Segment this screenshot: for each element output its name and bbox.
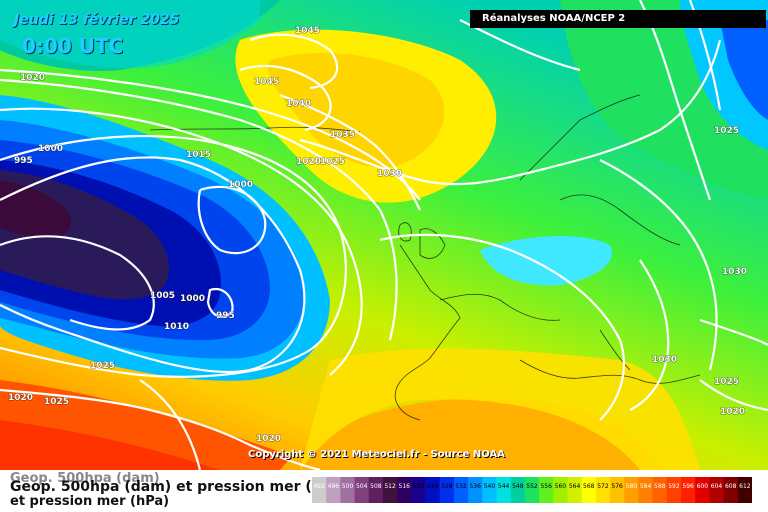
color-scale: 492 496 500 504 508 512 516 520 524 528 532 536 540 5… <box>312 477 752 503</box>
scale-cell <box>595 477 611 503</box>
scale-label: 524 <box>427 483 439 490</box>
scale-label: 540 <box>484 483 496 490</box>
scale-label: 528 <box>441 483 453 490</box>
scale-cell <box>737 477 752 503</box>
scale-cell <box>482 477 498 503</box>
scale-cell <box>312 477 327 503</box>
scale-label: 500 <box>342 483 354 490</box>
scale-label: 564 <box>569 483 581 490</box>
isobar-label: 1010 <box>164 322 189 332</box>
isobar-label: 1025 <box>714 126 739 136</box>
legend-title: Geop. 500hpa (dam) et pression mer (hPa) <box>10 479 348 495</box>
scale-label: 544 <box>498 483 510 490</box>
scale-cell <box>382 477 398 503</box>
isobar-label: 1000 <box>180 294 205 304</box>
scale-label: 596 <box>682 483 694 490</box>
scale-cell <box>723 477 739 503</box>
scale-cell <box>695 477 710 503</box>
isobar-label: 1025 <box>44 397 69 407</box>
scale-label: 584 <box>640 483 652 490</box>
scale-cell <box>553 477 568 503</box>
scale-cell <box>425 477 441 503</box>
isobar-label: 1025 <box>320 157 345 167</box>
isobar-labels: 1045 1045 1040 1035 1025 1020 1030 1025 … <box>8 26 748 445</box>
scale-cell <box>340 477 356 503</box>
scale-label: 536 <box>469 483 481 490</box>
scale-cell <box>496 477 512 503</box>
scale-cell <box>326 477 341 503</box>
isobar-label: 1000 <box>38 144 63 154</box>
scale-cell <box>666 477 682 503</box>
scale-label: 608 <box>725 483 737 490</box>
scale-label: 512 <box>384 483 396 490</box>
isobar-label: 995 <box>14 156 33 166</box>
scale-label: 552 <box>526 483 538 490</box>
scale-cell <box>411 477 427 503</box>
scale-cell <box>581 477 597 503</box>
scale-label: 560 <box>555 483 567 490</box>
scale-label: 576 <box>611 483 623 490</box>
isobar-label: 1035 <box>330 130 355 140</box>
isobar-label: 1000 <box>228 180 253 190</box>
isobar-label: 1020 <box>20 73 45 83</box>
scale-label: 588 <box>654 483 666 490</box>
scale-cell <box>709 477 725 503</box>
isobar-label: 1030 <box>652 355 677 365</box>
scale-label: 604 <box>711 483 723 490</box>
scale-cell <box>567 477 583 503</box>
scale-label: 548 <box>512 483 524 490</box>
scale-label: 592 <box>668 483 680 490</box>
scale-cell <box>624 477 639 503</box>
isobar-label: 1025 <box>714 377 739 387</box>
source-banner: Réanalyses NOAA/NCEP 2 <box>470 10 766 28</box>
scale-cell <box>539 477 554 503</box>
isobar-lines <box>0 0 768 470</box>
legend-subtitle: et pression mer (hPa) <box>10 494 170 509</box>
scale-cell <box>638 477 654 503</box>
copyright-text: Copyright © 2021 Meteociel.fr - Source N… <box>248 449 505 460</box>
time-label: 0:00 UTC <box>22 34 124 58</box>
scale-cell <box>397 477 412 503</box>
scale-label: 496 <box>328 483 340 490</box>
scale-label: 568 <box>583 483 595 490</box>
isobar-label: 1025 <box>90 361 115 371</box>
scale-label: 580 <box>626 483 638 490</box>
scale-cell <box>524 477 540 503</box>
scale-cell <box>652 477 668 503</box>
scale-cell <box>681 477 696 503</box>
isobar-label: 1045 <box>295 26 320 36</box>
scale-cell <box>468 477 483 503</box>
isobar-label: 1020 <box>720 407 745 417</box>
scale-label: 556 <box>540 483 552 490</box>
isobar-label: 995 <box>216 311 235 321</box>
isobar-label: 1020 <box>296 157 321 167</box>
scale-label: 516 <box>399 483 411 490</box>
scale-label: 520 <box>413 483 425 490</box>
isobar-label: 1005 <box>150 291 175 301</box>
isobar-label: 1000 <box>180 294 205 304</box>
scale-label: 572 <box>597 483 609 490</box>
scale-label: 612 <box>739 483 751 490</box>
scale-label: 508 <box>370 483 382 490</box>
scale-cell <box>354 477 370 503</box>
isobar-label: 1040 <box>286 99 311 109</box>
scale-cell <box>439 477 455 503</box>
isobar-label: 1030 <box>377 169 402 179</box>
isobar-label: 1030 <box>722 267 747 277</box>
isobar-label: 1020 <box>256 434 281 444</box>
scale-cell <box>610 477 625 503</box>
scale-cell <box>453 477 469 503</box>
isobar-label: 1045 <box>254 77 279 87</box>
legend-title-ghost: Geop. 500hpa (dam) <box>10 471 160 486</box>
scale-cell <box>368 477 384 503</box>
scale-label: 600 <box>697 483 709 490</box>
scale-cell <box>510 477 526 503</box>
scale-label: 492 <box>313 483 325 490</box>
date-label: Jeudi 13 février 2025 <box>14 12 180 28</box>
scale-label: 532 <box>455 483 467 490</box>
isobar-label: 1015 <box>186 150 211 160</box>
isobar-label: 1020 <box>8 393 33 403</box>
scale-label: 504 <box>356 483 368 490</box>
